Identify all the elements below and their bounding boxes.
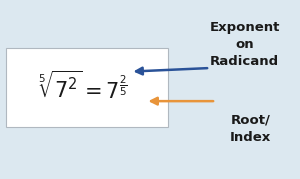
Text: $\sqrt[5]{7^2} = 7^{\frac{2}{5}}$: $\sqrt[5]{7^2} = 7^{\frac{2}{5}}$: [38, 71, 128, 103]
Text: Root/
Index: Root/ Index: [230, 114, 271, 144]
Text: Exponent
on
Radicand: Exponent on Radicand: [209, 21, 280, 68]
FancyBboxPatch shape: [6, 48, 168, 127]
